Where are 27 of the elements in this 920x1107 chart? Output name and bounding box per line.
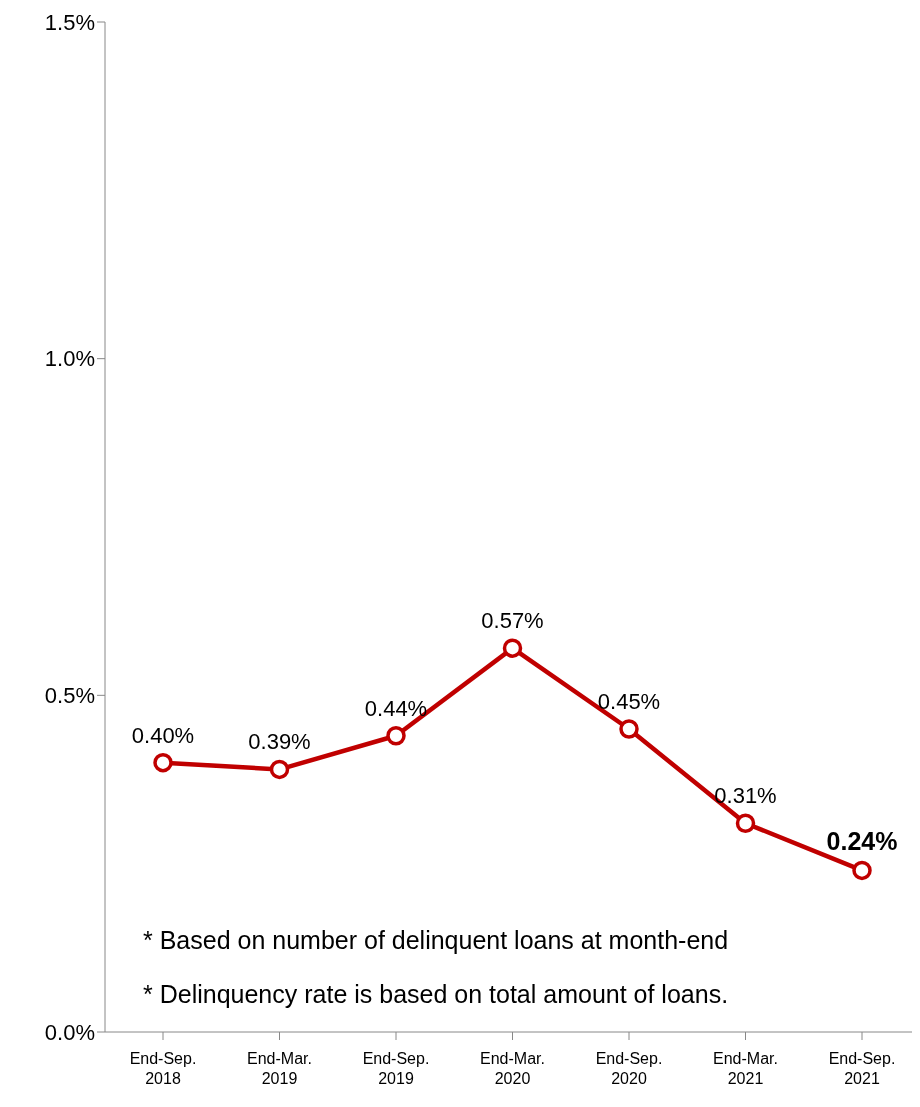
y-tick-label: 1.5%	[44, 9, 95, 35]
annotation: * Delinquency rate is based on total amount of loans.	[143, 980, 729, 1009]
data-label: 0.45%	[597, 689, 661, 714]
point	[502, 638, 523, 658]
point	[153, 752, 173, 773]
x-tick-label: End-Sep. 2021	[828, 1050, 896, 1087]
y-tick-label: 1.0%	[44, 346, 95, 372]
point	[269, 759, 290, 780]
x-tick-label: End-Sep. 2018	[129, 1050, 197, 1087]
point	[852, 860, 872, 881]
x-tick-label: End-Mar. 2021	[713, 1050, 778, 1087]
point	[619, 719, 639, 739]
x-tick-label: End-Sep. 2019	[362, 1050, 430, 1087]
annotation: * Based on number of delinquent loans at month-end	[143, 926, 729, 955]
data-label: 0.39%	[248, 729, 311, 755]
data-label: 0.44%	[364, 695, 428, 721]
point	[735, 813, 756, 834]
data-label: 0.40%	[131, 722, 195, 748]
x-tick-label: End-Sep. 2020	[595, 1050, 663, 1087]
data-label: 0.57%	[481, 608, 544, 634]
y-tick-label: 0.5%	[44, 683, 95, 709]
y-tick-label: 0.0%	[44, 1019, 95, 1045]
x-tick-label: End-Mar. 2020	[480, 1050, 545, 1087]
data-label: 0.31%	[714, 783, 777, 809]
data-label: 0.24%	[826, 827, 898, 856]
x-tick-label: End-Mar. 2019	[247, 1050, 312, 1087]
point	[386, 725, 406, 746]
